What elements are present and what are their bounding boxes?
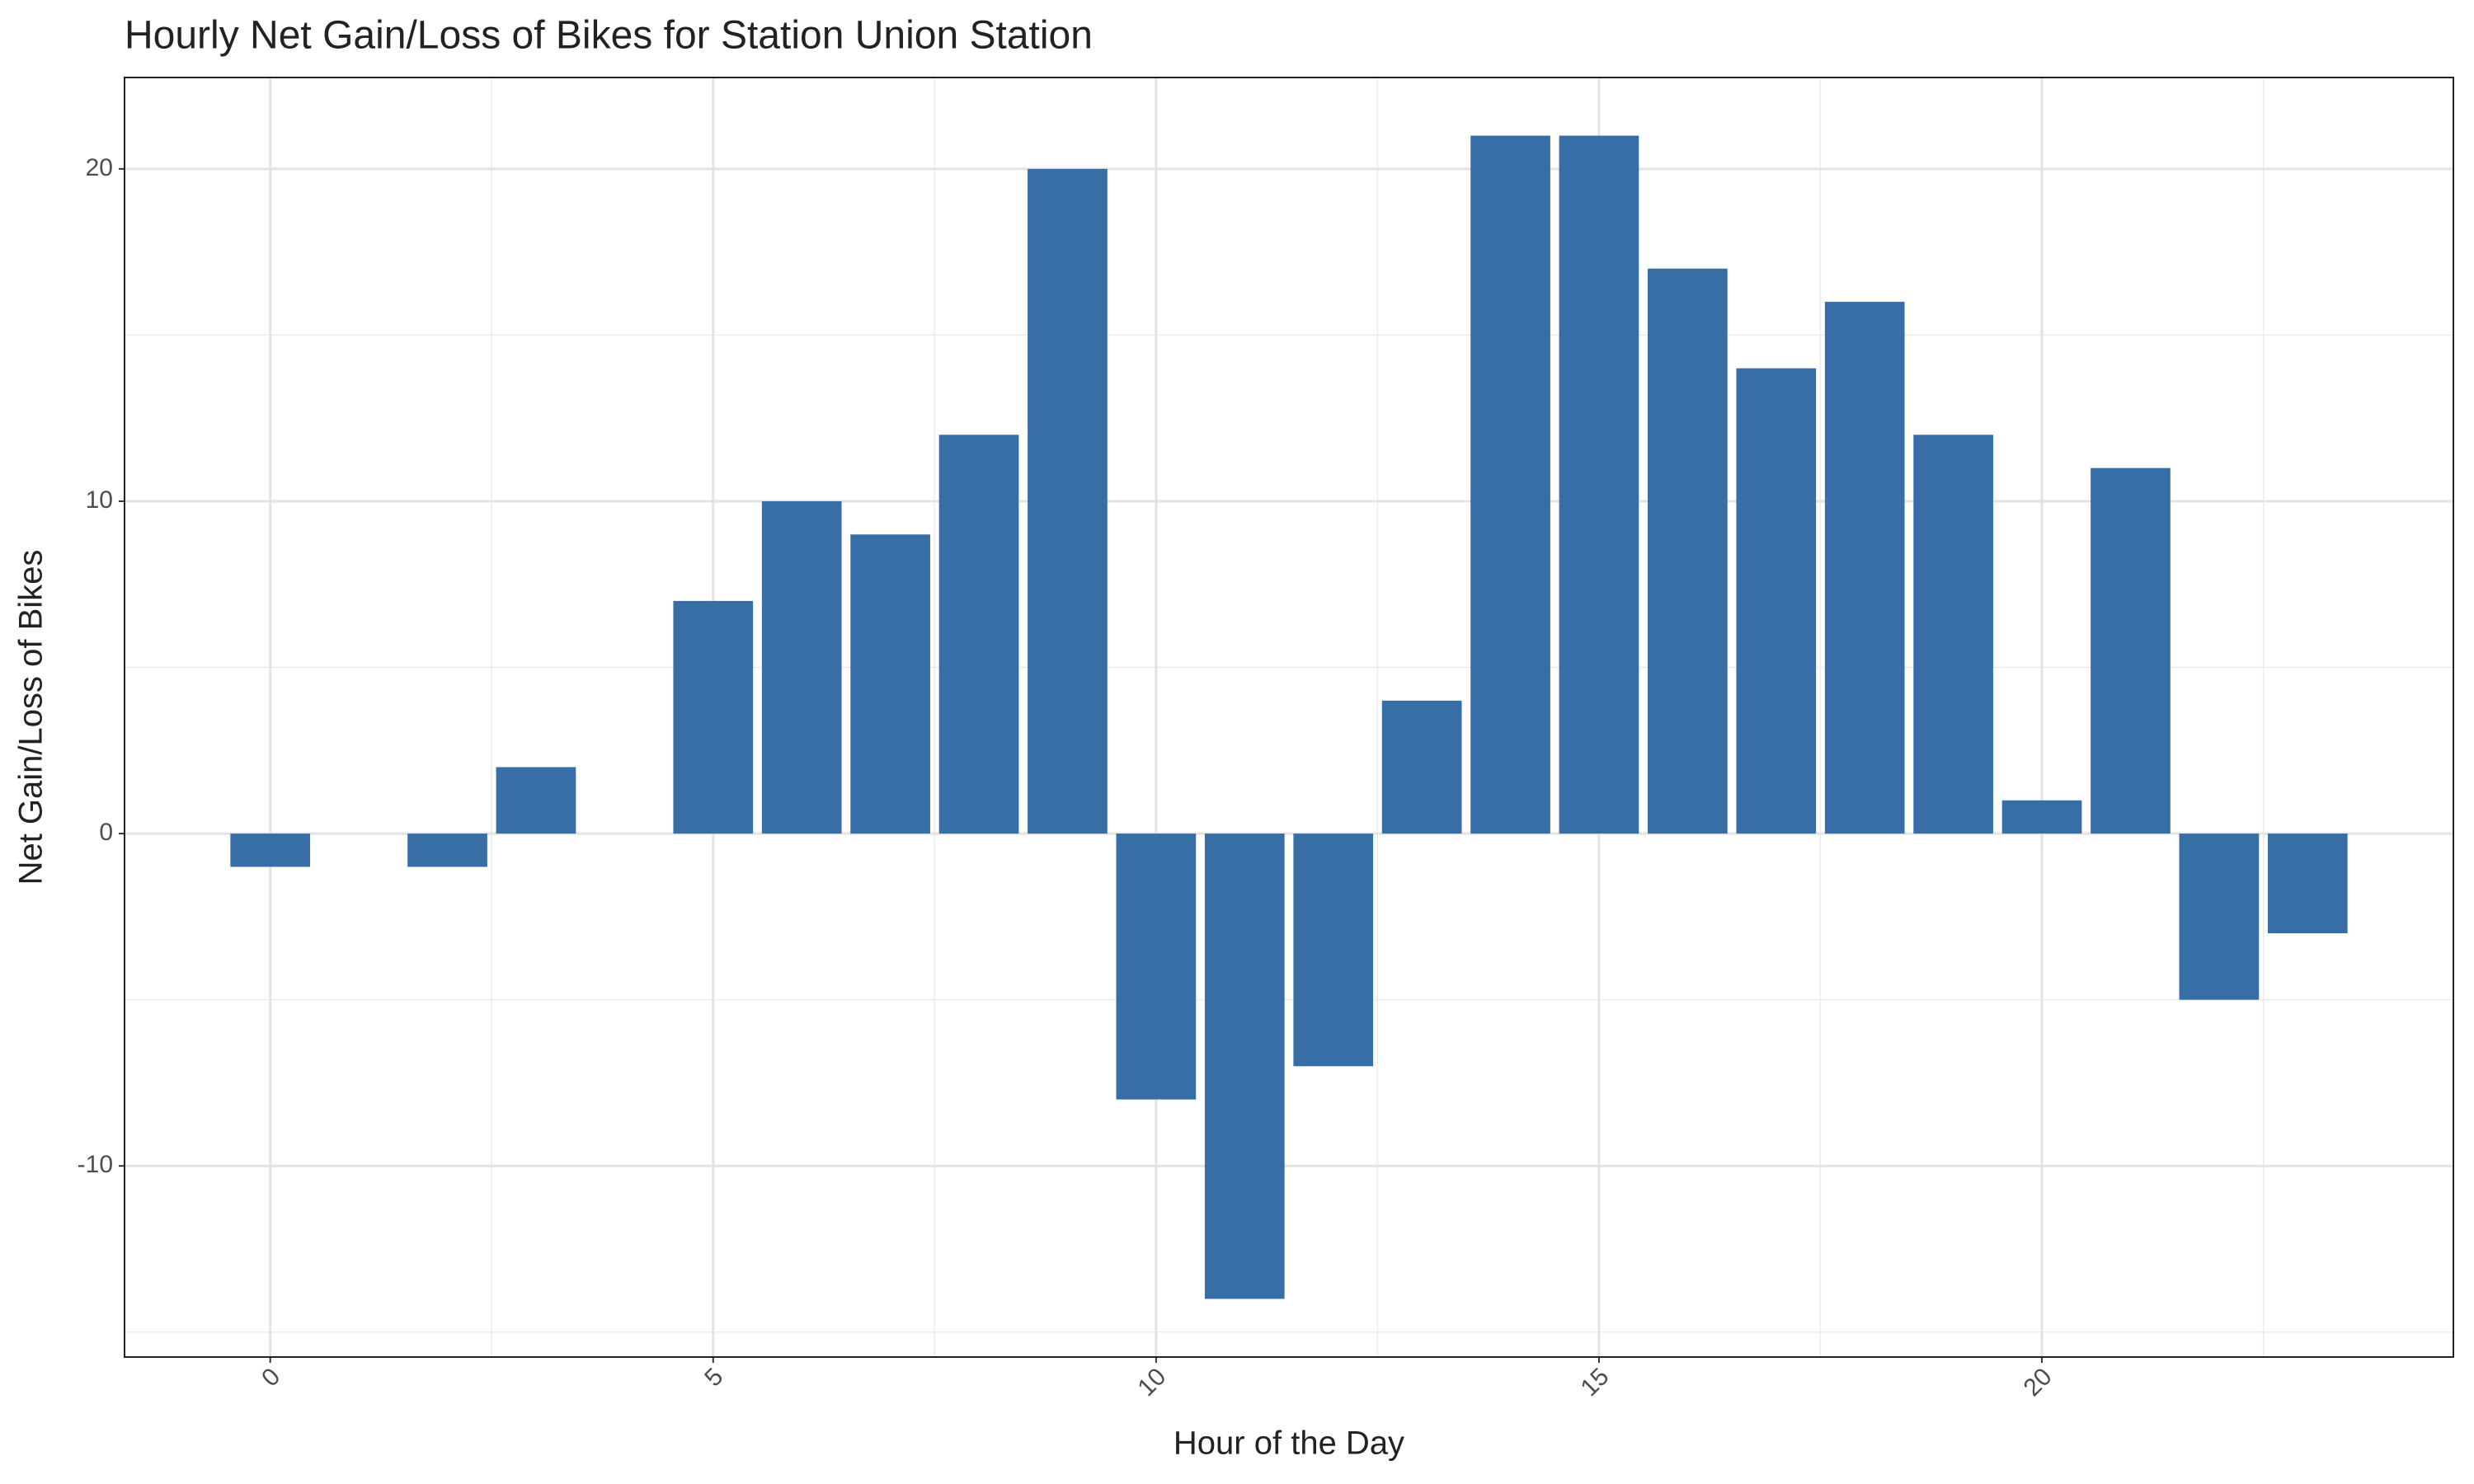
y-tick-label: 20 <box>86 154 113 181</box>
bar <box>1559 135 1639 834</box>
bar <box>407 834 487 867</box>
chart-title: Hourly Net Gain/Loss of Bikes for Statio… <box>125 14 1093 58</box>
bar <box>1470 135 1550 834</box>
y-tick-label: -10 <box>78 1151 113 1178</box>
x-axis-label: Hour of the Day <box>1174 1425 1404 1462</box>
bar <box>938 434 1019 834</box>
panel-border <box>124 77 2454 1358</box>
x-tick-label: 20 <box>2019 1363 2058 1402</box>
y-tick-label: 0 <box>99 819 113 846</box>
bar <box>230 834 311 867</box>
bar <box>761 500 842 834</box>
bar <box>850 534 930 834</box>
bar <box>2267 834 2348 934</box>
bar <box>1648 268 1728 834</box>
bar <box>2001 800 2082 834</box>
bar <box>673 600 754 834</box>
bar <box>2091 467 2171 834</box>
bar <box>1293 834 1374 1067</box>
x-tick-label: 10 <box>1132 1363 1171 1402</box>
x-tick-label: 15 <box>1576 1363 1615 1402</box>
bar <box>1736 368 1817 834</box>
bar <box>1116 834 1197 1100</box>
bar <box>2179 834 2260 1000</box>
bar <box>1204 834 1285 1299</box>
bar <box>496 767 576 834</box>
y-tick-label: 10 <box>86 486 113 514</box>
x-tick-label: 0 <box>256 1363 285 1392</box>
bar <box>1824 302 1905 834</box>
bar <box>1028 168 1108 834</box>
bar <box>1381 700 1462 834</box>
x-tick-label: 5 <box>699 1363 728 1392</box>
y-axis-label: Net Gain/Loss of Bikes <box>13 550 49 885</box>
bar <box>1913 434 1993 834</box>
